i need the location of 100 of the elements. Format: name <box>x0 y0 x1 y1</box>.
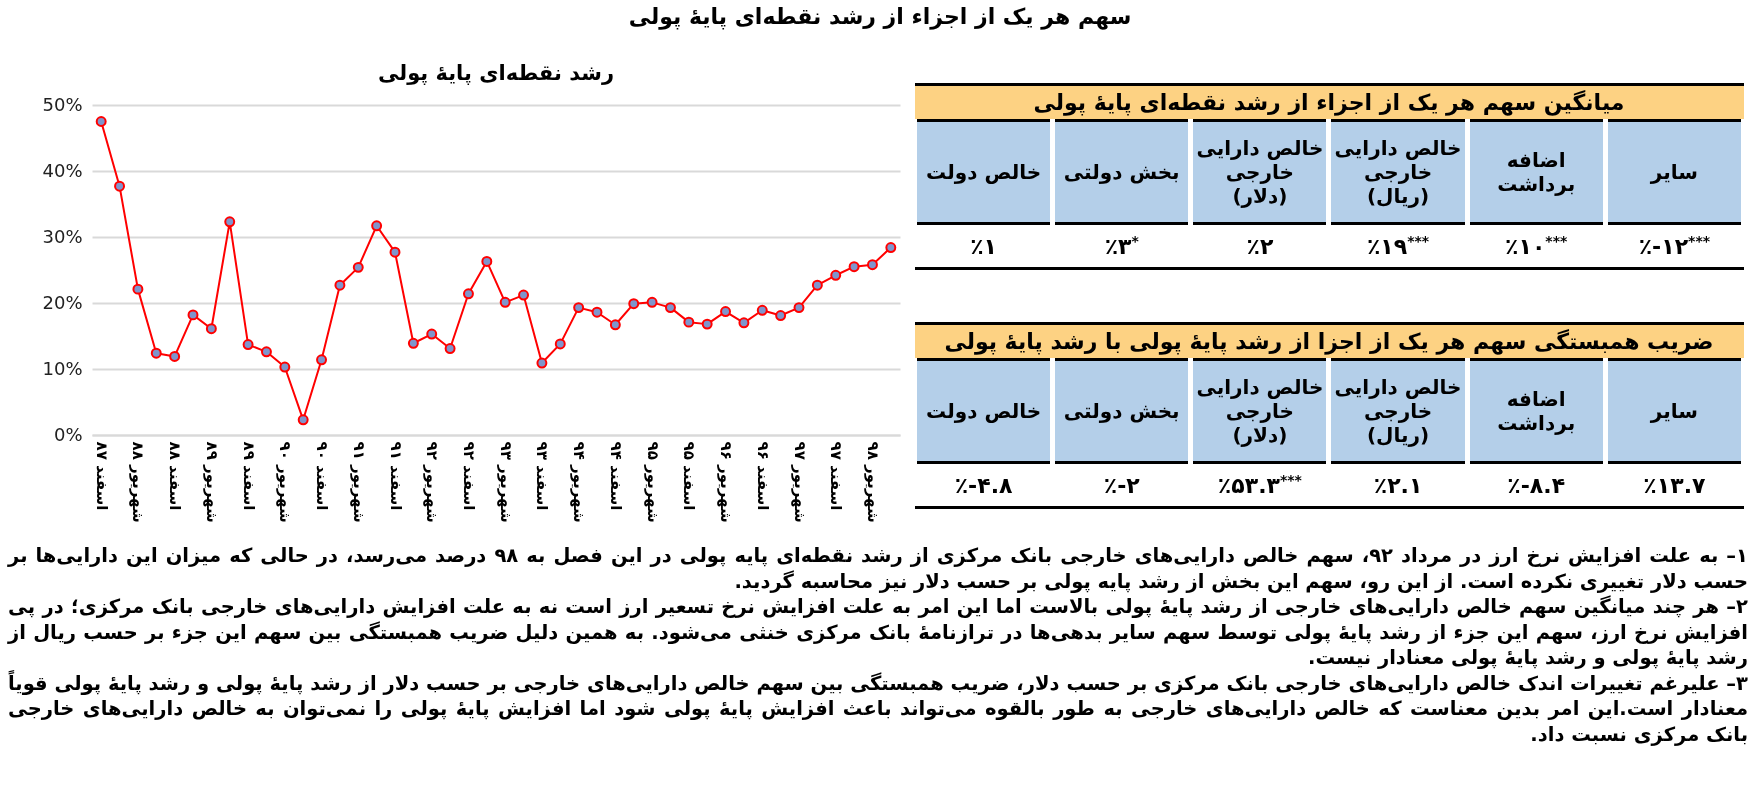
category-label: خالص دارایی خارجی (ریال) <box>1328 359 1468 463</box>
point <box>371 220 383 232</box>
category-label: خالص دارایی خارجی (دلار) <box>1190 359 1329 463</box>
point <box>205 323 217 335</box>
point <box>573 302 585 314</box>
point <box>150 347 162 359</box>
x-tick-label: اسفند ۹۰ <box>313 441 332 511</box>
y-tick-label: 50% <box>42 93 83 115</box>
point <box>187 309 199 321</box>
category-label: بخش دولتی <box>1052 120 1191 224</box>
point <box>297 414 309 426</box>
chart-subtitle: رشد نقطه‌ای پایهٔ پولی <box>377 61 615 85</box>
point <box>426 328 438 340</box>
x-tick-label: شهریور ۸۸ <box>129 441 148 523</box>
x-tick-label: اسفند ۹۴ <box>606 441 625 511</box>
x-tick-label: اسفند ۸۷ <box>92 441 111 511</box>
x-tick-label: اسفند ۹۷ <box>827 441 846 511</box>
x-tick-label: شهریور ۹۱ <box>349 441 368 523</box>
point <box>811 279 823 291</box>
point <box>114 180 126 192</box>
point <box>628 298 640 310</box>
x-tick-label: اسفند ۹۱ <box>386 441 405 511</box>
category-label: اضافه برداشت <box>1467 120 1606 224</box>
chart-title: سهم هر یک از اجزاء از رشد نقطه‌ای پایهٔ پولی <box>627 4 1133 29</box>
text: ٪۵۳.۳$^{***}$ <box>1217 471 1302 499</box>
point <box>260 346 272 358</box>
point <box>793 302 805 314</box>
x-tick-label: شهریور ۹۶ <box>717 441 736 523</box>
point <box>738 317 750 329</box>
point <box>499 296 511 308</box>
y-tick-label: 30% <box>42 225 83 247</box>
text: ۳– علیرغم تغییرات اندک خالص دارایی‌های خارجی بانک مرکزی بر حسب دلار، ضریب همبستگی بین سهم خالص دارایی‌های خارجی بر حسب دلار از رشد پایهٔ پولی و رشد پایهٔ پولی قویاً معنادار است.این امر بدین معناست که خالص دارایی‌های خارجی به طور بالقوه می‌تواند باعث افزایش پایهٔ پولی شود اما افزایش پایهٔ پولی را نمی‌توان به خالص دارایی‌های خارجی بانک مرکزی نسبت داد. <box>8 670 1748 747</box>
point <box>683 316 695 328</box>
text: ۱– به علت افزایش نرخ ارز در مرداد ۹۲، سهم خالص دارایی‌های خارجی بانک مرکزی از رشد نقطه‌ای پایه پولی در این فصل به ۹۸ درصد می‌رسد، در حالی که میزان این دارایی‌ها بر حسب دلار تغییری نکرده است. از این رو، سهم این بخش از رشد پایه پولی بر حسب دلار نیز محاسبه گردید. <box>8 543 1749 594</box>
x-tick-label: اسفند ۹۲ <box>459 441 478 511</box>
point <box>756 304 768 316</box>
x-tick-label: شهریور ۹۴ <box>570 441 589 523</box>
point <box>609 319 621 331</box>
x-tick-label: شهریور ۹۷ <box>790 441 809 523</box>
point <box>830 269 842 281</box>
point <box>224 216 236 228</box>
x-tick-label: شهریور ۹۲ <box>423 441 442 523</box>
point <box>95 116 107 127</box>
x-tick-label: شهریور ۹۵ <box>643 441 662 523</box>
category-label: خالص دولت <box>914 359 1053 463</box>
point <box>316 354 328 366</box>
text: ٪۱۹$^{***}$ <box>1366 232 1430 260</box>
y-tick-label: 40% <box>42 159 83 181</box>
x-tick-label: اسفند ۸۹ <box>239 441 258 511</box>
point <box>334 279 346 291</box>
point <box>554 338 566 350</box>
x-tick-label: اسفند ۹۶ <box>753 441 772 511</box>
x-tick-label: شهریور ۹۰ <box>276 441 295 523</box>
text: ٪۳$^{*}$ <box>1104 232 1139 260</box>
x-tick-label: شهریور ۹۳ <box>496 441 515 523</box>
category-label: خالص دارایی خارجی (دلار) <box>1190 120 1329 224</box>
point <box>132 283 144 295</box>
category-label: خالص دولت <box>914 120 1053 224</box>
point <box>389 246 401 258</box>
point <box>664 302 676 314</box>
text: ضریب همبستگی سهم هر یک از اجزا از رشد پایهٔ پولی با رشد پایهٔ پولی <box>914 323 1744 360</box>
text: ٪۱۰$^{***}$ <box>1505 232 1568 260</box>
point <box>279 361 291 373</box>
point <box>169 351 181 362</box>
category-label: اضافه برداشت <box>1467 359 1606 463</box>
text: ٪۲ <box>1246 233 1274 259</box>
point <box>646 296 658 308</box>
category-label: خالص دارایی خارجی (ریال) <box>1328 120 1468 224</box>
text: میانگین سهم هر یک از اجزاء از رشد نقطه‌ای پایهٔ پولی <box>914 84 1744 121</box>
point <box>885 242 897 254</box>
point <box>242 339 254 351</box>
x-tick-label: اسفند ۹۵ <box>680 441 699 511</box>
text: ٪۱۳.۷ <box>1643 472 1706 498</box>
point <box>407 337 419 349</box>
point <box>352 261 364 273</box>
text: ٪۲.۱ <box>1373 472 1423 498</box>
category-label: سایر <box>1605 359 1744 463</box>
text: ٪۱ <box>970 233 997 259</box>
x-tick-label: شهریور ۸۹ <box>202 441 221 523</box>
x-tick-label: اسفند ۹۳ <box>533 441 552 511</box>
category-label: سایر <box>1605 120 1744 224</box>
text: ٪-۸.۴ <box>1507 472 1566 498</box>
point <box>462 288 474 300</box>
point <box>866 259 878 271</box>
text: ۲– هر چند میانگین سهم خالص دارایی‌های خارجی از رشد پایهٔ پولی بالاست اما این امر به علت افزایش نرخ تسعیر ارز است نه به علت افزایش دارایی‌های خارجی بانک مرکزی؛ در پی افزایش نرخ ارز، سهم این جزء از رشد پایهٔ پولی توسط سهم سایر بدهی‌ها در ترازنامهٔ بانک مرکزی خنثی می‌شود. به همین دلیل ضریب همبستگی بین سهم این جزء بر حسب ریال از رشد پایهٔ پولی و رشد پایهٔ پولی معنادار نیست. <box>8 594 1748 670</box>
point <box>701 318 713 330</box>
point <box>481 255 493 267</box>
x-tick-label: شهریور ۹۸ <box>863 441 882 523</box>
point <box>848 261 860 273</box>
text: ٪-۴.۸ <box>954 472 1013 498</box>
x-tick-label: اسفند ۸۸ <box>166 441 185 511</box>
point <box>775 310 787 321</box>
category-label: بخش دولتی <box>1052 359 1191 463</box>
y-tick-label: 10% <box>42 357 83 379</box>
y-tick-label: 0% <box>53 423 83 445</box>
text: ٪-۱۲$^{***}$ <box>1638 232 1711 260</box>
point <box>518 289 530 301</box>
point <box>591 306 603 318</box>
y-tick-label: 20% <box>42 291 83 313</box>
point <box>720 306 732 318</box>
